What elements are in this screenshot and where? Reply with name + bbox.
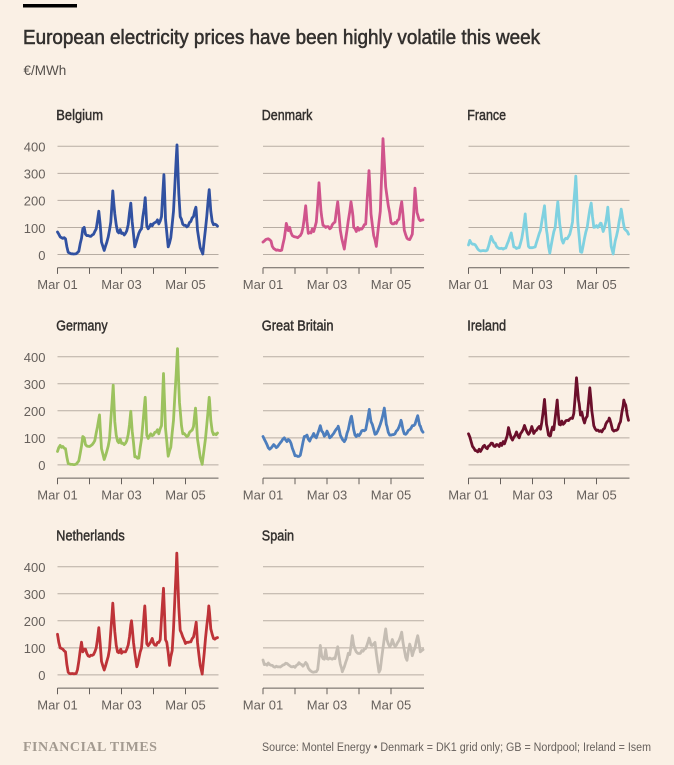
svg-text:Denmark: Denmark bbox=[262, 108, 313, 124]
svg-text:Mar 05: Mar 05 bbox=[371, 487, 411, 502]
svg-text:Mar 03: Mar 03 bbox=[101, 697, 141, 712]
svg-text:0: 0 bbox=[38, 458, 45, 473]
svg-text:FINANCIAL TIMES: FINANCIAL TIMES bbox=[23, 740, 157, 755]
svg-text:Mar 03: Mar 03 bbox=[512, 487, 552, 502]
svg-text:Mar 01: Mar 01 bbox=[448, 277, 488, 292]
svg-text:Mar 05: Mar 05 bbox=[165, 487, 205, 502]
svg-text:100: 100 bbox=[24, 221, 46, 236]
svg-text:Mar 05: Mar 05 bbox=[371, 277, 411, 292]
svg-text:100: 100 bbox=[24, 641, 46, 656]
svg-text:Mar 03: Mar 03 bbox=[512, 277, 552, 292]
svg-text:Mar 05: Mar 05 bbox=[576, 487, 616, 502]
svg-text:400: 400 bbox=[24, 140, 46, 155]
svg-text:France: France bbox=[467, 108, 506, 124]
svg-text:Mar 01: Mar 01 bbox=[37, 277, 77, 292]
svg-text:400: 400 bbox=[24, 560, 46, 575]
svg-text:Mar 03: Mar 03 bbox=[307, 487, 347, 502]
svg-text:Mar 01: Mar 01 bbox=[448, 487, 488, 502]
svg-text:300: 300 bbox=[24, 167, 46, 182]
svg-text:Mar 03: Mar 03 bbox=[101, 487, 141, 502]
svg-text:200: 200 bbox=[24, 614, 46, 629]
svg-text:Mar 03: Mar 03 bbox=[101, 277, 141, 292]
svg-text:Ireland: Ireland bbox=[467, 318, 506, 334]
svg-text:Mar 03: Mar 03 bbox=[307, 277, 347, 292]
svg-text:Source: Montel Energy • Denmar: Source: Montel Energy • Denmark = DK1 gr… bbox=[262, 742, 651, 754]
svg-text:Mar 01: Mar 01 bbox=[243, 697, 283, 712]
svg-text:0: 0 bbox=[38, 248, 45, 263]
svg-text:200: 200 bbox=[24, 194, 46, 209]
svg-text:Spain: Spain bbox=[262, 528, 294, 544]
svg-text:€/MWh: €/MWh bbox=[24, 63, 67, 78]
svg-text:Mar 05: Mar 05 bbox=[165, 697, 205, 712]
svg-text:Mar 05: Mar 05 bbox=[165, 277, 205, 292]
svg-text:300: 300 bbox=[24, 587, 46, 602]
svg-text:European electricity prices ha: European electricity prices have been hi… bbox=[23, 26, 541, 49]
svg-text:400: 400 bbox=[24, 350, 46, 365]
svg-text:Mar 01: Mar 01 bbox=[37, 487, 77, 502]
svg-text:Germany: Germany bbox=[56, 318, 108, 334]
svg-text:Mar 01: Mar 01 bbox=[243, 487, 283, 502]
svg-text:Mar 01: Mar 01 bbox=[37, 697, 77, 712]
svg-text:300: 300 bbox=[24, 377, 46, 392]
svg-text:Mar 05: Mar 05 bbox=[576, 277, 616, 292]
svg-text:Belgium: Belgium bbox=[56, 108, 103, 124]
svg-text:Netherlands: Netherlands bbox=[56, 528, 124, 544]
svg-text:Mar 05: Mar 05 bbox=[371, 697, 411, 712]
svg-text:Great Britain: Great Britain bbox=[262, 318, 334, 334]
svg-text:Mar 01: Mar 01 bbox=[243, 277, 283, 292]
svg-text:Mar 03: Mar 03 bbox=[307, 697, 347, 712]
svg-text:100: 100 bbox=[24, 431, 46, 446]
svg-text:200: 200 bbox=[24, 404, 46, 419]
svg-text:0: 0 bbox=[38, 668, 45, 683]
